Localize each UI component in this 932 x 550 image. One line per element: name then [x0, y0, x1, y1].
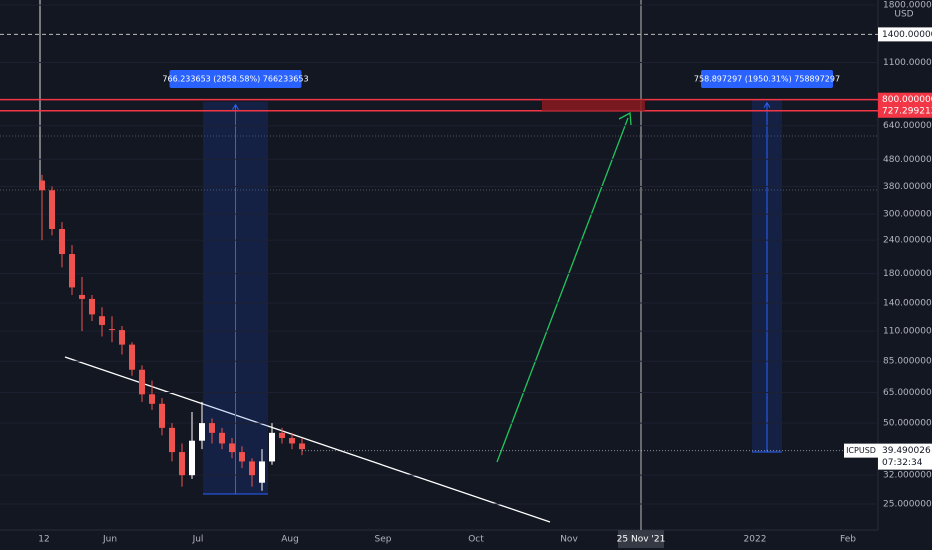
measure-arrow [232, 103, 239, 110]
candle-body [39, 180, 45, 191]
y-tick-label: 65.000000 [883, 388, 932, 398]
x-tick-label: Oct [468, 535, 484, 545]
y-tick-label: 1800.000000 [883, 1, 932, 11]
annotation-label: 766.233653 (2858.58%) 766233653 [162, 75, 308, 84]
level-label: 727.299213 [882, 106, 932, 116]
x-tick-label: 2022 [744, 535, 767, 545]
last-price-label: 39.490026 [882, 446, 931, 456]
arrow-head [618, 111, 632, 126]
candle-body [259, 461, 265, 483]
candle-body [99, 316, 105, 325]
candle-body [199, 423, 205, 441]
y-tick-label: 240.000000 [883, 236, 932, 246]
level-zone [542, 99, 645, 111]
candle-body [109, 329, 115, 331]
candle-body [169, 427, 175, 453]
crosshair-x-label: 25 Nov '21 [617, 535, 666, 545]
y-tick-label: 32.000000 [883, 471, 932, 481]
level-label: 800.000000 [882, 95, 932, 105]
x-tick-label: Jun [102, 535, 117, 545]
symbol-box [844, 443, 878, 458]
candle-body [229, 443, 235, 453]
candle-body [209, 423, 215, 433]
candle-body [189, 440, 195, 476]
x-tick-label: Aug [281, 535, 299, 545]
crosshair-price-box [878, 27, 932, 42]
candle-body [149, 394, 155, 404]
y-tick-label: 25.000000 [883, 499, 932, 509]
y-tick-label: 1100.000000 [883, 58, 932, 68]
y-tick-label: 110.000000 [883, 327, 932, 337]
y-tick-label: 640.000000 [883, 121, 932, 131]
annotation-label: 758.897297 (1950.31%) 758897297 [694, 75, 840, 84]
crosshair-price-label: 1400.000000 [882, 30, 932, 40]
candle-body [279, 432, 285, 439]
candle-body [239, 452, 245, 462]
x-tick-label: Jul [192, 535, 204, 545]
candle-body [249, 461, 255, 476]
x-tick-label: Sep [375, 535, 392, 545]
symbol-label: ICPUSD [846, 446, 876, 455]
candle-body [129, 344, 135, 370]
candle-body [49, 190, 55, 230]
candle-body [159, 403, 165, 428]
candle-body [119, 330, 125, 345]
candle-body [179, 452, 185, 476]
candle-body [69, 254, 75, 288]
candle-body [299, 443, 305, 450]
y-tick-label: 300.000000 [883, 210, 932, 220]
currency-label: USD [894, 10, 913, 20]
y-tick-label: 480.000000 [883, 155, 932, 165]
x-tick-label: Nov [560, 535, 578, 545]
x-tick-label: Feb [840, 535, 856, 545]
candle-body [219, 432, 225, 444]
y-tick-label: 50.000000 [883, 419, 932, 429]
y-tick-label: 380.000000 [883, 182, 932, 192]
y-tick-label: 180.000000 [883, 269, 932, 279]
level-box [878, 103, 932, 118]
candle-body [89, 298, 95, 315]
last-price-box [878, 443, 932, 470]
crosshair-x-box [618, 530, 664, 548]
candle-body [289, 438, 295, 444]
countdown-label: 07:32:34 [882, 458, 923, 468]
y-tick-label: 140.000000 [883, 298, 932, 308]
candle-body [269, 432, 275, 462]
measure-arrow [763, 101, 771, 108]
trend-line [64, 356, 551, 523]
x-tick-label: 12 [38, 535, 49, 545]
annotation-box [169, 70, 302, 88]
arrow-line [496, 117, 629, 463]
candle-body [139, 369, 145, 395]
candle-body [79, 294, 85, 299]
y-tick-label: 85.000000 [883, 357, 932, 367]
candle-body [59, 229, 65, 255]
annotation-box [701, 70, 833, 88]
level-box [878, 92, 932, 107]
